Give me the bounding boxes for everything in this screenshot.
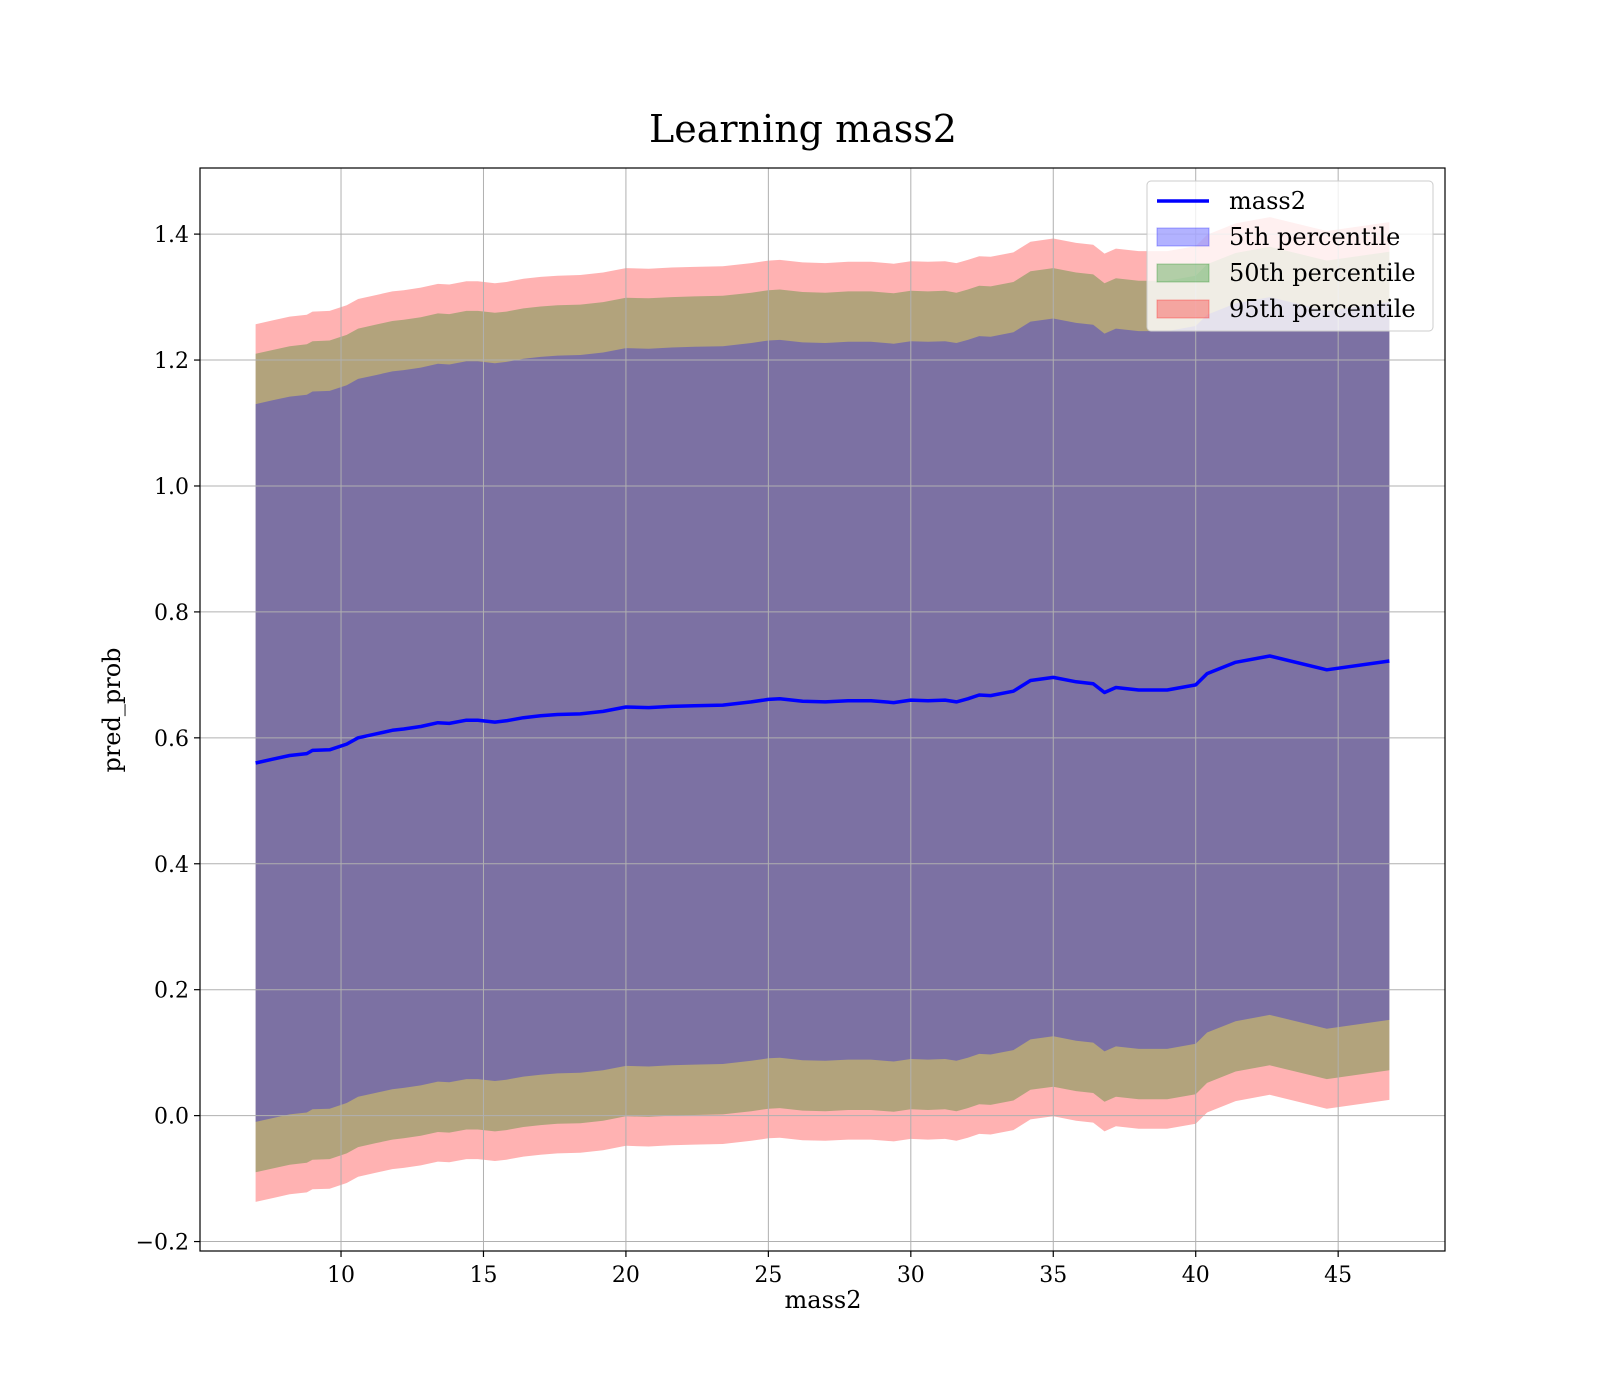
- y-axis: −0.2 0.0 0.2 0.4 0.6 0.8 1.0 1.2 1.4: [136, 223, 200, 1256]
- series-line-mass2: [255, 654, 1390, 765]
- legend-patch-swatch: [1156, 227, 1210, 247]
- x-tick-label: 15: [469, 1263, 497, 1288]
- legend-label: 50th percentile: [1229, 259, 1416, 287]
- x-tick-label: 30: [897, 1263, 925, 1288]
- y-tick-label: 0.4: [154, 853, 189, 878]
- band-50th-percentile: [255, 246, 1390, 1173]
- x-tick-label: 10: [327, 1263, 355, 1288]
- legend-patch-swatch: [1156, 299, 1210, 319]
- x-axis-label: mass2: [785, 1286, 862, 1314]
- band-5th-percentile: [255, 297, 1390, 1122]
- y-tick-label: 0.0: [154, 1105, 189, 1130]
- y-tick-label: −0.2: [136, 1231, 189, 1256]
- y-tick-label: 1.2: [154, 349, 189, 374]
- y-tick-label: 1.0: [154, 475, 189, 500]
- plot-frame: [199, 167, 1446, 1252]
- chart-title: Learning mass2: [649, 107, 957, 151]
- legend-label: 95th percentile: [1229, 295, 1416, 323]
- x-tick-label: 25: [754, 1263, 782, 1288]
- band-95th-percentile: [255, 217, 1390, 1202]
- percentile-bands: [255, 217, 1390, 1202]
- x-tick-label: 20: [612, 1263, 640, 1288]
- y-axis-label: pred_prob: [98, 647, 126, 772]
- x-tick-label: 40: [1182, 1263, 1210, 1288]
- y-tick-label: 0.8: [154, 601, 189, 626]
- y-tick-label: 0.6: [154, 727, 189, 752]
- x-tick-label: 45: [1324, 1263, 1352, 1288]
- legend-label: 5th percentile: [1229, 223, 1400, 251]
- legend-label: mass2: [1229, 187, 1306, 215]
- legend: mass2 5th percentile 50th percentile 95th p…: [1146, 180, 1434, 332]
- mean-line-layer: [255, 654, 1390, 765]
- y-tick-label: 1.4: [154, 223, 189, 248]
- legend-box: [1146, 180, 1434, 332]
- legend-patch-swatch: [1156, 263, 1210, 283]
- y-tick-label: 0.2: [154, 979, 189, 1004]
- x-tick-label: 35: [1039, 1263, 1067, 1288]
- grid-lines: [200, 168, 1445, 1251]
- x-axis: 10 15 20 25 30 35 40 45: [327, 1251, 1352, 1288]
